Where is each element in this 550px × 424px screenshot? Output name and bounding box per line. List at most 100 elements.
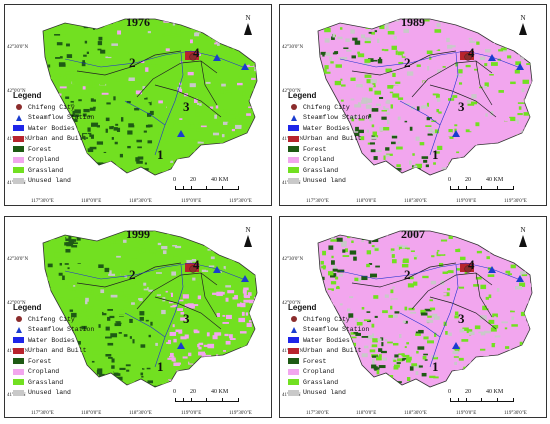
subbasin-label-4: 4 <box>193 257 200 272</box>
legend-label: Urban and Built <box>303 347 362 355</box>
legend-swatch <box>13 167 24 174</box>
legend-label: Steamflow Station <box>303 114 370 122</box>
land-use-map <box>317 18 533 176</box>
scale-label: 40 KM <box>211 177 229 183</box>
legend-label: Chifeng City <box>28 315 75 323</box>
legend-item: Urban and Built <box>288 346 369 357</box>
legend-label: Unused land <box>28 177 71 185</box>
longitude-label: 119°0'0"E <box>181 411 202 416</box>
legend-swatch <box>13 125 24 132</box>
legend-item: Forest <box>13 356 94 367</box>
legend-item: Cropland <box>288 367 369 378</box>
scale-bar-line <box>450 398 514 402</box>
legend-swatch <box>288 146 299 153</box>
scale-bar-line <box>175 186 239 190</box>
latitude-label: 42°30'0"N <box>7 257 29 262</box>
streamflow-station-marker <box>452 342 460 349</box>
legend-label: Urban and Built <box>28 135 87 143</box>
scale-bar-line <box>175 398 239 402</box>
longitude-label: 118°0'0"E <box>356 411 377 416</box>
legend: Legend Chifeng City Steamflow Station Wate… <box>288 91 369 186</box>
streamflow-station-marker <box>516 63 524 70</box>
legend-item: Water Bodies <box>288 335 369 346</box>
legend-label: Forest <box>28 357 52 365</box>
subbasin-label-1: 1 <box>432 147 439 162</box>
legend-label: Chifeng City <box>28 103 75 111</box>
subbasin-label-1: 1 <box>432 359 439 374</box>
station-triangle-icon <box>291 114 297 121</box>
subbasin-label-4: 4 <box>468 45 475 60</box>
watershed-basin <box>317 18 533 176</box>
legend-label: Unused land <box>28 389 71 397</box>
streamflow-station-marker <box>213 266 221 273</box>
legend-item: Urban and Built <box>13 346 94 357</box>
scale-label: 20 <box>465 389 471 395</box>
streamflow-station-marker <box>452 130 460 137</box>
legend-label: Grassland <box>28 166 64 174</box>
legend-item: Water Bodies <box>288 123 369 134</box>
legend-item: Chifeng City <box>288 314 369 325</box>
subbasin-boundary <box>76 262 222 330</box>
latitude-label: 42°30'0"N <box>282 257 304 262</box>
legend-swatch <box>13 368 24 375</box>
legend-item: Steamflow Station <box>288 113 369 124</box>
legend-item: Forest <box>288 356 369 367</box>
scale-bar: 0 20 40 KM <box>448 389 520 405</box>
legend-label: Water Bodies <box>303 124 350 132</box>
subbasin-label-2: 2 <box>129 55 136 70</box>
map-panel-1989: 1989 N 42°30'0"N 42°0'0"N 41°30'0"N 41°0… <box>279 4 547 206</box>
legend-item: Cropland <box>13 155 94 166</box>
legend-swatch <box>13 177 24 184</box>
legend: Legend Chifeng City Steamflow Station Wate… <box>13 91 94 186</box>
legend-item: Steamflow Station <box>13 113 94 124</box>
chifeng-city-icon <box>291 104 297 111</box>
subbasin-label-3: 3 <box>458 99 465 114</box>
legend: Legend Chifeng City Steamflow Station Wate… <box>13 303 94 398</box>
legend-label: Chifeng City <box>303 103 350 111</box>
legend-label: Cropland <box>303 156 335 164</box>
latitude-label: 42°0'0"N <box>282 89 301 94</box>
legend-item: Steamflow Station <box>288 325 369 336</box>
subbasin-label-4: 4 <box>193 45 200 60</box>
chifeng-city-icon <box>16 316 22 323</box>
legend-swatch <box>13 135 24 142</box>
latitude-label: 42°0'0"N <box>7 301 26 306</box>
legend-title: Legend <box>288 91 317 100</box>
longitude-label: 119°30'0"E <box>229 411 252 416</box>
chifeng-city-icon <box>16 104 22 111</box>
longitude-label: 118°30'0"E <box>404 411 427 416</box>
legend-label: Unused land <box>303 177 346 185</box>
legend-swatch <box>13 347 24 354</box>
legend-label: Forest <box>303 357 327 365</box>
legend-label: Forest <box>28 145 52 153</box>
streamflow-station-marker <box>241 275 249 282</box>
latitude-label: 42°30'0"N <box>7 45 29 50</box>
subbasin-label-4: 4 <box>468 257 475 272</box>
panel-year: 1976 <box>126 15 150 29</box>
longitude-label: 117°30'0"E <box>306 199 329 204</box>
subbasin-label-3: 3 <box>458 311 465 326</box>
legend-item: Chifeng City <box>13 314 94 325</box>
legend-swatch <box>13 358 24 365</box>
legend-swatch <box>288 379 299 386</box>
chifeng-city-marker <box>464 53 472 61</box>
subbasin-label-1: 1 <box>157 359 164 374</box>
streamflow-station-marker <box>488 54 496 61</box>
legend-label: Water Bodies <box>303 336 350 344</box>
streamflow-station-marker <box>177 342 185 349</box>
scale-bar: 0 20 40 KM <box>448 177 520 193</box>
legend-label: Grassland <box>28 378 64 386</box>
legend-swatch <box>288 389 299 396</box>
legend-swatch <box>13 379 24 386</box>
legend-swatch <box>288 337 299 344</box>
subbasin-label-2: 2 <box>129 267 136 282</box>
subbasin-label-3: 3 <box>183 99 190 114</box>
legend-swatch <box>288 135 299 142</box>
latitude-label: 42°0'0"N <box>7 89 26 94</box>
north-arrow: N <box>241 227 255 247</box>
panel-year: 1989 <box>401 15 425 29</box>
legend-label: Steamflow Station <box>28 326 95 334</box>
scale-label: 20 <box>465 177 471 183</box>
legend-item: Cropland <box>13 367 94 378</box>
north-label: N <box>520 226 526 234</box>
